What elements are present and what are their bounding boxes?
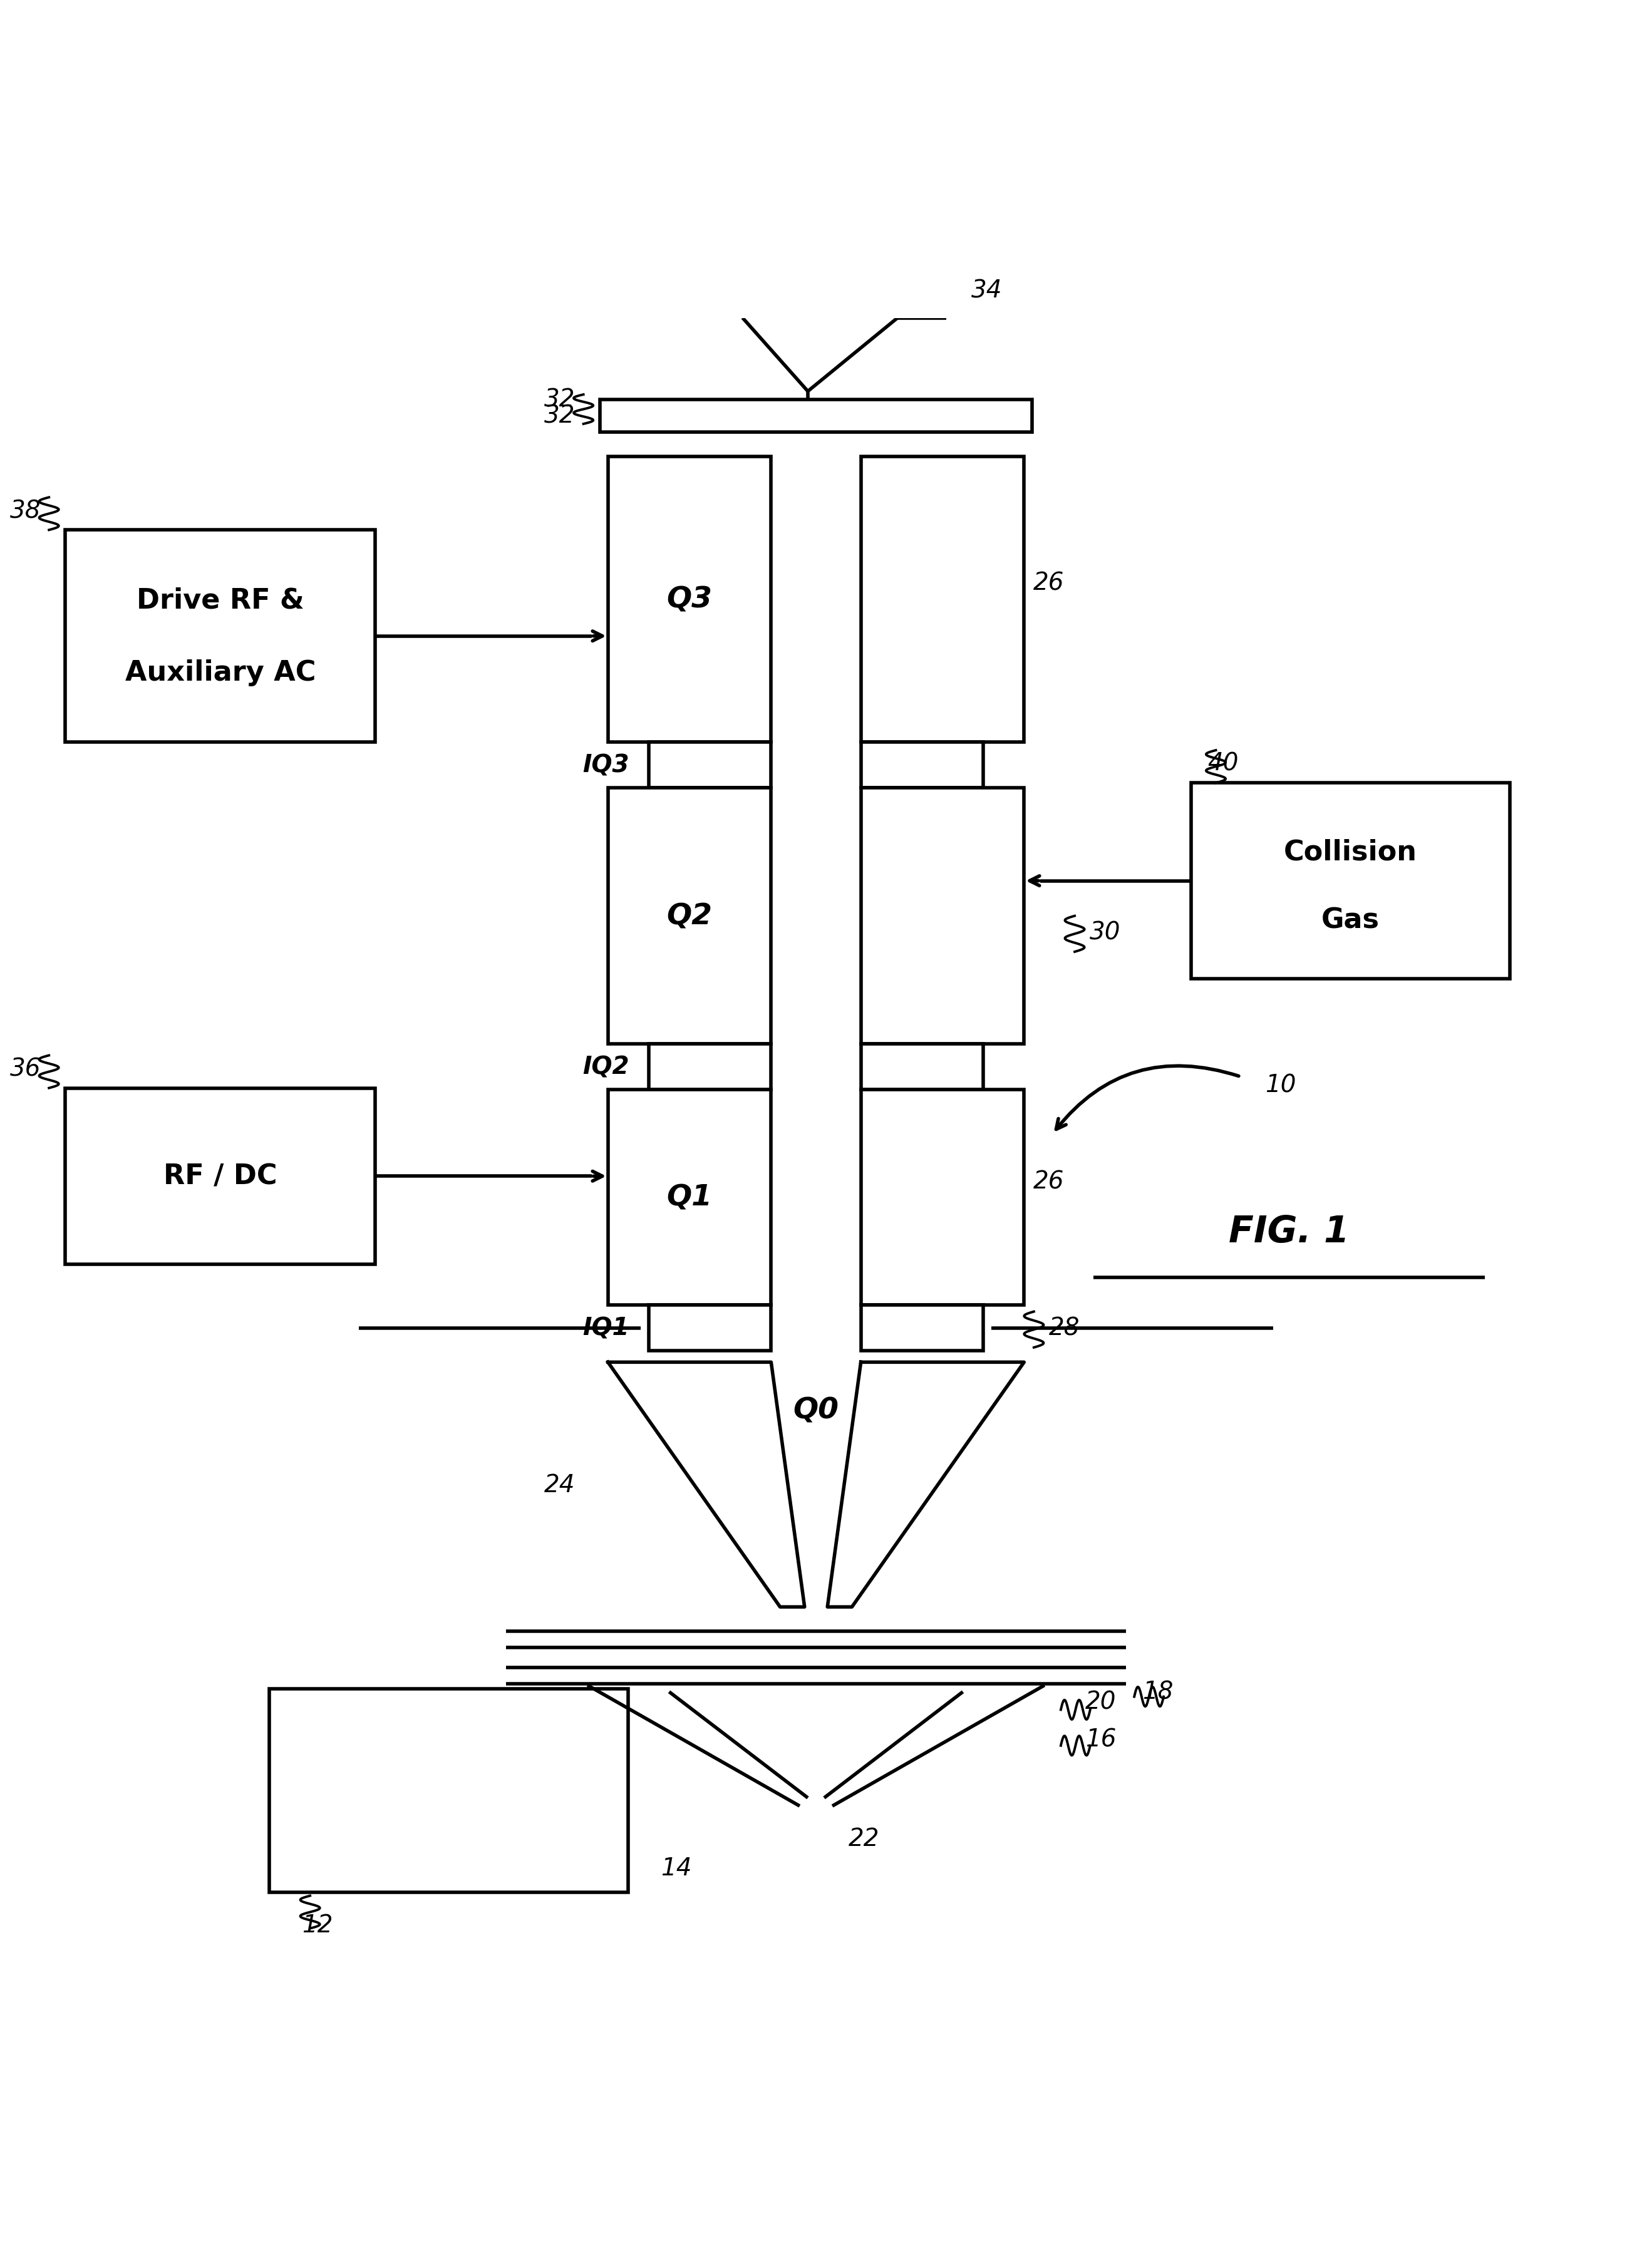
Polygon shape (827, 1363, 1025, 1608)
FancyBboxPatch shape (862, 1306, 982, 1352)
Text: 32: 32 (545, 388, 574, 413)
Text: 38: 38 (10, 499, 41, 522)
FancyBboxPatch shape (1191, 782, 1510, 980)
Text: 26: 26 (1033, 1170, 1064, 1193)
FancyBboxPatch shape (607, 1091, 770, 1306)
Polygon shape (607, 1363, 805, 1608)
FancyBboxPatch shape (862, 456, 1025, 742)
Text: 20: 20 (1085, 1690, 1116, 1715)
Text: Q1: Q1 (666, 1184, 713, 1211)
Text: FIG. 1: FIG. 1 (1229, 1213, 1350, 1250)
Text: Auxiliary AC: Auxiliary AC (126, 660, 315, 685)
Text: 26: 26 (1033, 572, 1064, 594)
Text: Collision: Collision (1284, 839, 1417, 864)
FancyBboxPatch shape (601, 399, 1033, 433)
Text: RF / DC: RF / DC (163, 1163, 277, 1191)
FancyBboxPatch shape (648, 1306, 772, 1352)
Text: IQ2: IQ2 (583, 1055, 628, 1080)
Text: Q3: Q3 (666, 585, 713, 615)
FancyBboxPatch shape (648, 742, 772, 789)
Text: 40: 40 (1208, 751, 1239, 776)
FancyBboxPatch shape (269, 1690, 628, 1892)
FancyBboxPatch shape (65, 1089, 375, 1266)
FancyBboxPatch shape (862, 789, 1025, 1043)
Text: Q2: Q2 (666, 903, 713, 930)
FancyBboxPatch shape (648, 1043, 772, 1091)
Text: 10: 10 (1265, 1073, 1296, 1098)
Text: 12: 12 (302, 1914, 333, 1937)
Text: 22: 22 (849, 1826, 880, 1851)
FancyBboxPatch shape (862, 742, 982, 789)
Text: Drive RF &: Drive RF & (137, 587, 304, 615)
Text: 18: 18 (1142, 1681, 1173, 1703)
Text: 28: 28 (1048, 1315, 1079, 1340)
FancyBboxPatch shape (862, 1091, 1025, 1306)
Text: 34: 34 (971, 279, 1002, 302)
Text: Q0: Q0 (793, 1397, 839, 1424)
Text: IQ1: IQ1 (583, 1315, 628, 1340)
Text: IQ3: IQ3 (583, 753, 628, 778)
Text: 16: 16 (1085, 1728, 1116, 1751)
Text: 14: 14 (661, 1855, 692, 1880)
Text: 36: 36 (10, 1057, 41, 1080)
FancyBboxPatch shape (607, 456, 770, 742)
Text: 32: 32 (545, 404, 574, 429)
FancyBboxPatch shape (862, 1043, 982, 1091)
FancyBboxPatch shape (65, 531, 375, 742)
Text: 24: 24 (545, 1472, 574, 1497)
Text: 30: 30 (1090, 921, 1120, 943)
Text: Gas: Gas (1322, 907, 1379, 934)
FancyBboxPatch shape (607, 789, 770, 1043)
